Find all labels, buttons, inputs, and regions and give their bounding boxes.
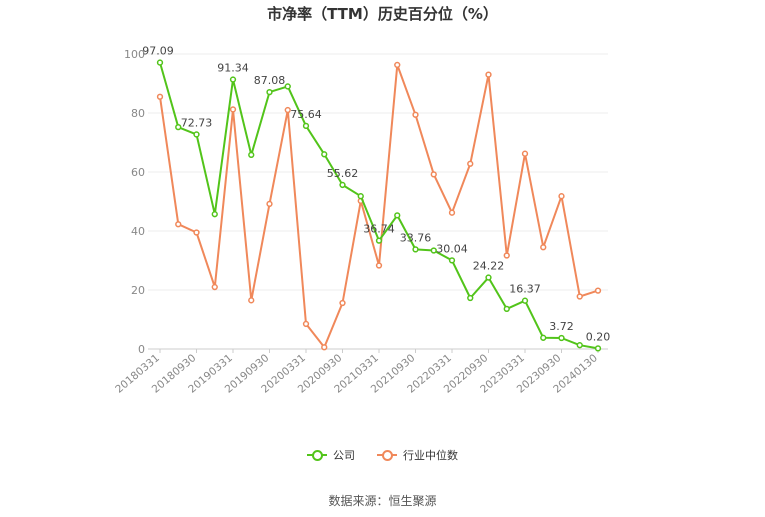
legend: 公司 行业中位数 bbox=[0, 447, 765, 463]
data-label: 3.72 bbox=[549, 320, 574, 333]
series-1-point bbox=[284, 106, 291, 114]
y-tick-label: 60 bbox=[131, 166, 145, 179]
series-0-point bbox=[467, 294, 474, 302]
legend-item-industry-median[interactable]: 行业中位数 bbox=[377, 447, 458, 463]
source-note: 数据来源：恒生聚源 bbox=[328, 494, 437, 508]
series-1-point bbox=[302, 320, 310, 328]
series-0-point bbox=[156, 59, 164, 66]
series-0-point bbox=[412, 246, 419, 253]
series-0-point bbox=[284, 83, 291, 90]
data-label: 16.37 bbox=[509, 283, 541, 296]
series-1-point bbox=[503, 252, 510, 259]
series-0-point bbox=[266, 88, 273, 96]
data-label: 33.76 bbox=[400, 231, 432, 244]
series-line-1 bbox=[159, 63, 599, 349]
series-1-point bbox=[175, 221, 182, 228]
series-1-point bbox=[266, 200, 273, 208]
data-label: 36.74 bbox=[363, 223, 395, 236]
series-line-0 bbox=[159, 62, 599, 350]
series-0-point bbox=[248, 151, 255, 159]
series-1-point bbox=[248, 297, 255, 304]
series-1-point bbox=[229, 106, 237, 113]
series-layer bbox=[156, 59, 602, 352]
series-0-point bbox=[394, 212, 401, 219]
series-1-point bbox=[211, 283, 218, 291]
series-0-point bbox=[521, 297, 529, 304]
legend-label-industry-median: 行业中位数 bbox=[403, 449, 458, 462]
data-label: 0.20 bbox=[586, 330, 611, 343]
series-1-point bbox=[485, 71, 492, 78]
data-label: 87.08 bbox=[254, 74, 286, 87]
legend-label-company: 公司 bbox=[333, 449, 355, 462]
legend-swatch-company bbox=[307, 450, 327, 461]
series-1-point bbox=[576, 293, 583, 300]
series-0-point bbox=[321, 151, 328, 158]
y-tick-label: 20 bbox=[131, 284, 145, 297]
series-1-point bbox=[375, 262, 383, 269]
data-label: 72.73 bbox=[181, 116, 213, 129]
series-0-point bbox=[193, 131, 200, 138]
data-labels: 97.09 72.73 91.34 87.08 75.64 55.62 36.74 33.76… bbox=[142, 45, 610, 344]
legend-item-company[interactable]: 公司 bbox=[307, 447, 355, 463]
series-1-point bbox=[193, 229, 200, 236]
series-0-point bbox=[430, 247, 437, 254]
series-0-point bbox=[576, 342, 583, 349]
series-0-point bbox=[485, 274, 492, 281]
series-1-point bbox=[321, 344, 328, 351]
series-0-point bbox=[229, 76, 237, 83]
series-1-point bbox=[540, 244, 547, 251]
data-label: 91.34 bbox=[217, 62, 249, 75]
series-0-point bbox=[211, 211, 218, 218]
grid-lines bbox=[148, 53, 608, 350]
series-1-point bbox=[467, 160, 474, 167]
series-0-point bbox=[448, 257, 456, 264]
series-1-point bbox=[558, 193, 565, 200]
series-1-point bbox=[394, 61, 401, 69]
series-0-point bbox=[540, 334, 547, 341]
series-1-point bbox=[594, 287, 602, 294]
series-0-point bbox=[375, 237, 383, 244]
legend-swatch-industry-median bbox=[377, 450, 397, 461]
series-0-point bbox=[357, 193, 364, 200]
series-0-point bbox=[175, 124, 182, 131]
series-1-point bbox=[430, 171, 437, 178]
y-tick-label: 0 bbox=[138, 343, 145, 356]
series-1-point bbox=[339, 299, 346, 307]
series-0-point bbox=[558, 334, 565, 342]
series-0-point bbox=[503, 305, 510, 313]
series-1-point bbox=[448, 209, 456, 216]
series-0-point bbox=[594, 345, 602, 352]
y-tick-label: 40 bbox=[131, 225, 145, 238]
series-0-point bbox=[339, 181, 346, 189]
series-1-point bbox=[412, 111, 419, 118]
series-1-point bbox=[521, 150, 529, 157]
data-label: 97.09 bbox=[142, 45, 174, 58]
data-label: 75.64 bbox=[290, 108, 322, 121]
data-label: 55.62 bbox=[327, 167, 359, 180]
y-tick-label: 80 bbox=[131, 107, 145, 120]
chart-title: 市净率（TTM）历史百分位（%） bbox=[267, 5, 498, 23]
y-tick-label: 100 bbox=[124, 48, 145, 61]
data-label: 24.22 bbox=[473, 260, 505, 273]
series-0-point bbox=[302, 122, 310, 130]
data-label: 30.04 bbox=[436, 242, 468, 255]
series-1-point bbox=[156, 93, 164, 100]
